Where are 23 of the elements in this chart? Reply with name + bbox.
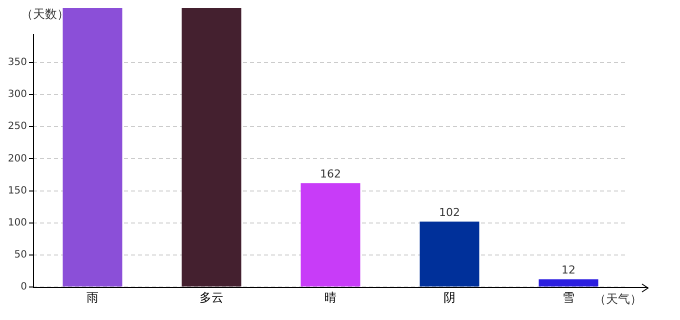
x-tick-label: 雪	[562, 290, 574, 304]
y-tick-label: 350	[8, 57, 27, 68]
y-tick-label: 300	[8, 89, 27, 100]
y-tick-label: 50	[14, 250, 27, 261]
x-tick-label: 晴	[324, 290, 336, 304]
data-label: 12	[562, 264, 576, 277]
bar	[182, 8, 242, 286]
data-label: 102	[439, 206, 460, 219]
y-axis-title: （天数）	[21, 7, 69, 22]
bar	[538, 279, 598, 286]
y-tick-label: 250	[8, 121, 27, 132]
y-tick-label: 0	[20, 282, 27, 293]
data-label: 162	[320, 167, 341, 180]
x-tick-label: 多云	[200, 290, 224, 304]
bar	[300, 183, 360, 286]
y-tick-label: 200	[8, 153, 27, 164]
x-tick-label: 雨	[86, 290, 98, 304]
x-axis-title: （天气）	[594, 292, 642, 306]
y-tick-label: 150	[8, 185, 27, 196]
bar	[420, 222, 480, 286]
x-tick-label: 阴	[444, 290, 456, 304]
bar	[62, 8, 122, 286]
y-tick-label: 100	[8, 217, 27, 228]
